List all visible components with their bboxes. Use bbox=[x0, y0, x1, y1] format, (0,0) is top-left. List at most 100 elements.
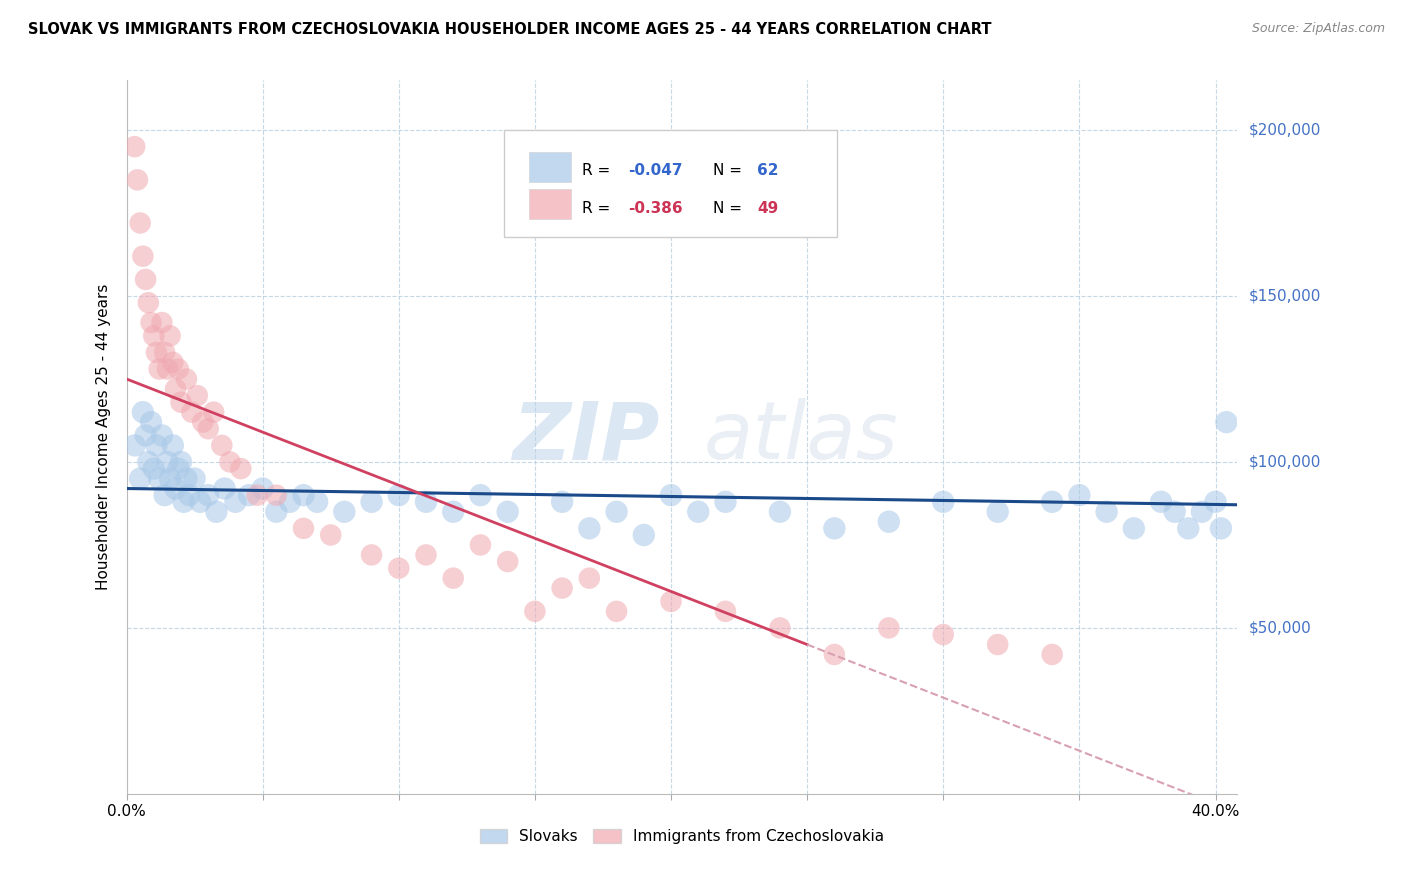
Point bbox=[252, 482, 274, 496]
Point bbox=[470, 538, 492, 552]
Point bbox=[578, 571, 600, 585]
Point bbox=[606, 604, 628, 618]
Point bbox=[987, 505, 1010, 519]
Text: $200,000: $200,000 bbox=[1249, 122, 1320, 137]
Text: -0.386: -0.386 bbox=[628, 202, 683, 216]
Point bbox=[659, 594, 682, 608]
Point bbox=[197, 422, 219, 436]
Point bbox=[470, 488, 492, 502]
Y-axis label: Householder Income Ages 25 - 44 years: Householder Income Ages 25 - 44 years bbox=[96, 284, 111, 591]
Point bbox=[165, 482, 187, 496]
Text: Source: ZipAtlas.com: Source: ZipAtlas.com bbox=[1251, 22, 1385, 36]
Point bbox=[1163, 505, 1185, 519]
Point bbox=[167, 362, 190, 376]
Point bbox=[496, 555, 519, 569]
Text: -0.047: -0.047 bbox=[628, 163, 683, 178]
FancyBboxPatch shape bbox=[529, 189, 571, 219]
Point bbox=[1040, 495, 1063, 509]
Point bbox=[156, 455, 179, 469]
Point bbox=[1177, 521, 1199, 535]
Point bbox=[132, 249, 155, 263]
Point bbox=[135, 272, 157, 286]
Point bbox=[153, 488, 176, 502]
Point bbox=[551, 495, 574, 509]
Point bbox=[1209, 521, 1232, 535]
Point bbox=[769, 621, 792, 635]
Point bbox=[333, 505, 356, 519]
Point bbox=[139, 316, 162, 330]
Point bbox=[214, 482, 236, 496]
Point bbox=[156, 362, 179, 376]
Point bbox=[415, 495, 437, 509]
Point bbox=[170, 455, 193, 469]
Point bbox=[1095, 505, 1118, 519]
Point bbox=[987, 638, 1010, 652]
Point bbox=[1150, 495, 1173, 509]
Point bbox=[145, 345, 167, 359]
FancyBboxPatch shape bbox=[529, 152, 571, 182]
Point bbox=[1040, 648, 1063, 662]
Point bbox=[124, 139, 146, 153]
Point bbox=[167, 461, 190, 475]
Point bbox=[136, 455, 159, 469]
Point bbox=[197, 488, 219, 502]
Point bbox=[823, 521, 845, 535]
Point bbox=[877, 515, 900, 529]
Point bbox=[224, 495, 246, 509]
Point bbox=[319, 528, 342, 542]
Point bbox=[877, 621, 900, 635]
Point bbox=[441, 505, 464, 519]
Text: $100,000: $100,000 bbox=[1249, 454, 1320, 469]
Point bbox=[139, 415, 162, 429]
Point bbox=[205, 505, 228, 519]
Point bbox=[246, 488, 269, 502]
Point bbox=[179, 488, 201, 502]
Point bbox=[173, 495, 195, 509]
Point bbox=[191, 415, 214, 429]
Point bbox=[165, 382, 187, 396]
Point bbox=[188, 495, 211, 509]
Point bbox=[148, 362, 170, 376]
Point bbox=[1215, 415, 1237, 429]
Point bbox=[932, 627, 955, 641]
Point bbox=[219, 455, 242, 469]
Point bbox=[578, 521, 600, 535]
Point bbox=[183, 472, 205, 486]
Text: SLOVAK VS IMMIGRANTS FROM CZECHOSLOVAKIA HOUSEHOLDER INCOME AGES 25 - 44 YEARS C: SLOVAK VS IMMIGRANTS FROM CZECHOSLOVAKIA… bbox=[28, 22, 991, 37]
Point bbox=[523, 604, 546, 618]
Point bbox=[150, 316, 173, 330]
Point bbox=[159, 329, 181, 343]
Point bbox=[202, 405, 225, 419]
Point bbox=[659, 488, 682, 502]
Point bbox=[688, 505, 710, 519]
Text: N =: N = bbox=[713, 163, 747, 178]
Point bbox=[180, 405, 202, 419]
Point bbox=[176, 372, 198, 386]
Point bbox=[124, 438, 146, 452]
Point bbox=[264, 505, 287, 519]
Point bbox=[278, 495, 301, 509]
Point bbox=[292, 488, 315, 502]
Point bbox=[159, 472, 181, 486]
Point bbox=[606, 505, 628, 519]
Text: R =: R = bbox=[582, 202, 614, 216]
Point bbox=[714, 604, 737, 618]
Point bbox=[415, 548, 437, 562]
Text: $50,000: $50,000 bbox=[1249, 621, 1312, 635]
Point bbox=[769, 505, 792, 519]
Point bbox=[1205, 495, 1227, 509]
Point bbox=[932, 495, 955, 509]
Point bbox=[132, 405, 155, 419]
Point bbox=[551, 581, 574, 595]
Point bbox=[496, 505, 519, 519]
Point bbox=[1191, 505, 1213, 519]
FancyBboxPatch shape bbox=[505, 130, 838, 237]
Point bbox=[633, 528, 655, 542]
Point bbox=[153, 345, 176, 359]
Point bbox=[186, 388, 208, 402]
Point bbox=[150, 428, 173, 442]
Point bbox=[264, 488, 287, 502]
Point bbox=[211, 438, 233, 452]
Text: N =: N = bbox=[713, 202, 747, 216]
Point bbox=[170, 395, 193, 409]
